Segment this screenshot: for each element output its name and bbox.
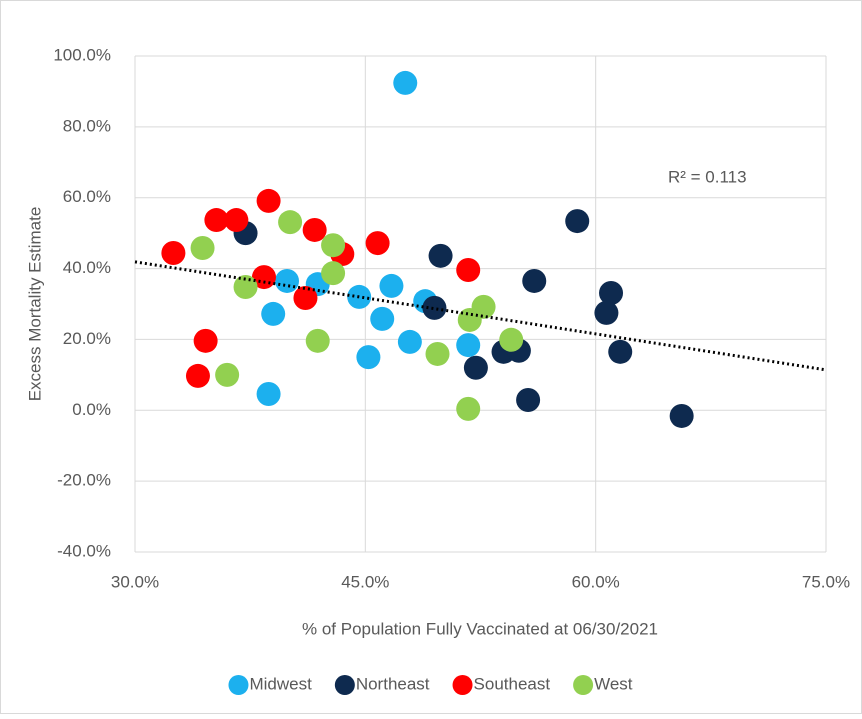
x-tick-label: 45.0% <box>341 572 389 591</box>
annotation: R² = 0.113 <box>668 167 747 186</box>
point <box>193 328 218 353</box>
y-tick-label: 20.0% <box>63 329 111 348</box>
point <box>190 236 215 261</box>
point <box>275 268 300 293</box>
point <box>516 388 541 413</box>
point <box>185 363 210 388</box>
point <box>456 333 481 358</box>
point <box>215 362 240 387</box>
point <box>397 329 422 354</box>
legend-label: Midwest <box>249 674 312 693</box>
point <box>256 188 281 213</box>
point <box>261 301 286 326</box>
point <box>356 345 381 370</box>
point <box>224 208 249 233</box>
point <box>608 339 633 364</box>
legend-marker <box>452 675 473 695</box>
legend-marker <box>334 675 355 695</box>
legend-label: West <box>594 674 633 693</box>
point <box>425 341 450 366</box>
point <box>457 307 482 332</box>
y-tick-label: 60.0% <box>63 187 111 206</box>
point <box>599 281 624 306</box>
point <box>256 381 281 406</box>
point <box>463 355 488 380</box>
point <box>428 243 453 268</box>
x-tick-label: 30.0% <box>111 572 159 591</box>
y-tick-label: 80.0% <box>63 116 111 135</box>
point <box>293 285 318 310</box>
point <box>370 306 395 331</box>
y-tick-label: -40.0% <box>57 541 111 560</box>
x-tick-label: 75.0% <box>802 572 850 591</box>
y-tick-label: 40.0% <box>63 258 111 277</box>
y-axis-title: Excess Mortality Estimate <box>25 207 44 402</box>
x-axis-title: % of Population Fully Vaccinated at 06/3… <box>302 619 658 638</box>
y-tick-label: -20.0% <box>57 471 111 490</box>
point <box>302 217 327 242</box>
point <box>565 209 590 234</box>
legend-marker <box>228 675 249 695</box>
point <box>204 208 229 233</box>
point <box>456 257 481 282</box>
y-tick-label: 0.0% <box>72 400 111 419</box>
point <box>321 261 346 286</box>
x-tick-label: 60.0% <box>572 572 620 591</box>
point <box>594 300 619 325</box>
legend-marker <box>573 675 594 695</box>
point <box>305 328 330 353</box>
legend-label: Southeast <box>474 674 551 693</box>
point <box>393 70 418 95</box>
point <box>161 240 186 265</box>
point <box>499 327 524 352</box>
point <box>522 268 547 293</box>
legend-label: Northeast <box>356 674 430 693</box>
point <box>321 233 346 258</box>
point <box>365 231 390 256</box>
point <box>669 403 694 428</box>
point <box>278 210 303 235</box>
y-tick-label: 100.0% <box>53 45 111 64</box>
point <box>422 295 447 320</box>
point <box>233 274 258 299</box>
trendline <box>134 260 827 372</box>
point <box>456 396 481 421</box>
point <box>379 273 404 298</box>
